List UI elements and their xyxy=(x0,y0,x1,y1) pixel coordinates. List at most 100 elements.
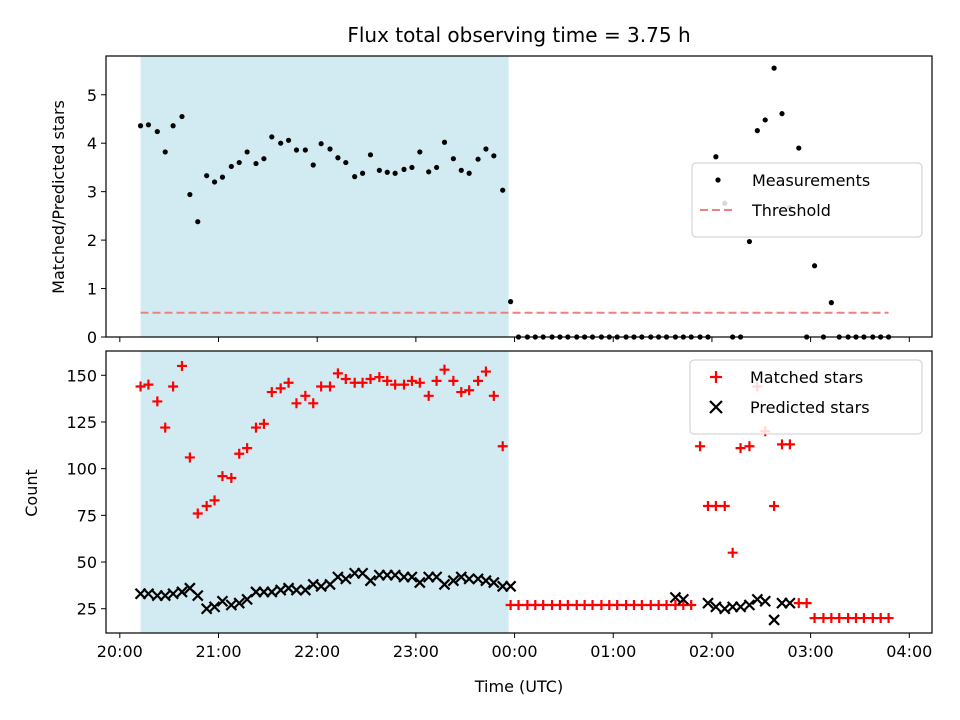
bottom-matched-stars-point xyxy=(587,599,598,610)
bottom-predicted-stars-point xyxy=(743,599,756,611)
bottom-matched-stars-point xyxy=(431,375,442,386)
bottom-matched-stars-point xyxy=(858,613,869,624)
bottom-predicted-stars-point xyxy=(208,601,221,613)
top-measurements-point xyxy=(302,147,308,153)
bottom-matched-stars-point xyxy=(562,599,573,610)
top-measurements-point xyxy=(244,149,250,155)
bottom-matched-stars-point xyxy=(357,377,368,388)
top-measurements-point xyxy=(828,300,834,306)
bottom-predicted-stars-point xyxy=(142,588,155,600)
bottom-matched-stars-point xyxy=(464,385,475,396)
bottom-matched-stars-point xyxy=(661,599,672,610)
x-tick-label: 01:00 xyxy=(590,642,636,661)
bottom-y-tick-label: 150 xyxy=(66,366,97,385)
top-panel-y-axis-label: Matched/Predicted stars xyxy=(49,100,68,294)
bottom-predicted-stars-point xyxy=(504,580,517,593)
x-tick-label: 22:00 xyxy=(294,642,340,661)
bottom-matched-stars-point xyxy=(283,377,294,388)
bottom-matched-stars-point xyxy=(497,441,508,452)
bottom-matched-stars-point xyxy=(184,452,195,463)
top-measurements-point xyxy=(327,146,333,152)
bottom-matched-stars-point xyxy=(160,422,171,433)
bottom-predicted-stars-point xyxy=(216,595,229,608)
x-tick-label: 21:00 xyxy=(195,642,241,661)
bottom-predicted-stars-point xyxy=(438,578,451,591)
bottom-matched-stars-point xyxy=(399,379,410,390)
bottom-predicted-stars-point xyxy=(167,588,179,600)
bottom-panel: 20:00 21:00 22:00 23:00 00:00 01:00 02:00 03:00… xyxy=(66,350,933,661)
top-measurements-point xyxy=(491,153,497,159)
bottom-predicted-stars-point xyxy=(233,597,246,609)
top-measurements-point xyxy=(236,159,242,166)
bottom-legend-label: Predicted stars xyxy=(750,398,870,417)
bottom-predicted-stars-point xyxy=(759,595,771,608)
bottom-predicted-stars-point xyxy=(463,573,475,585)
bottom-matched-stars-point xyxy=(217,471,228,482)
top-measurements-point xyxy=(211,179,218,185)
bottom-matched-stars-point xyxy=(234,448,245,459)
top-measurements-point xyxy=(426,169,432,175)
top-measurements-point xyxy=(433,164,440,171)
top-measurements-point xyxy=(376,167,382,173)
bottom-matched-stars-point xyxy=(316,381,327,392)
bottom-predicted-stars-point xyxy=(677,593,690,606)
top-measurements-point xyxy=(204,173,210,179)
bottom-predicted-stars-point xyxy=(414,576,426,589)
bottom-matched-stars-point xyxy=(201,501,212,512)
bottom-y-tick-label: 50 xyxy=(77,553,97,572)
bottom-predicted-stars-point xyxy=(768,614,780,626)
bottom-predicted-stars-point xyxy=(702,597,714,609)
bottom-matched-stars-point xyxy=(275,383,286,394)
top-measurements-point xyxy=(713,154,719,160)
bottom-matched-stars-point xyxy=(226,472,237,483)
top-y-tick-label: 1 xyxy=(87,280,97,299)
bottom-matched-stars-point xyxy=(809,613,820,624)
top-measurements-point xyxy=(310,162,316,168)
top-axes-frame xyxy=(105,55,933,338)
bottom-matched-stars-point xyxy=(325,381,336,392)
bottom-predicted-stars-point xyxy=(315,580,327,593)
top-legend-label: Measurements xyxy=(752,171,870,190)
bottom-matched-stars-point xyxy=(883,613,894,624)
top-measurements-point xyxy=(392,170,398,176)
top-y-tick-label: 4 xyxy=(87,134,97,153)
top-measurements-point xyxy=(137,123,144,129)
top-measurements-point xyxy=(318,141,324,147)
bottom-y-tick-label: 25 xyxy=(77,600,97,619)
bottom-matched-stars-point xyxy=(242,443,253,454)
top-measurements-point xyxy=(401,166,407,172)
bottom-matched-stars-point xyxy=(636,599,647,610)
top-measurements-point xyxy=(343,159,349,166)
top-measurements-point xyxy=(367,152,374,158)
top-measurements-point xyxy=(450,156,456,162)
top-measurements-point xyxy=(335,155,341,161)
top-measurements-point xyxy=(261,156,267,162)
x-tick-label: 00:00 xyxy=(492,642,538,661)
bottom-matched-stars-point xyxy=(374,372,385,383)
top-measurements-point xyxy=(779,111,785,117)
x-tick-label: 03:00 xyxy=(788,642,834,661)
bottom-predicted-stars-point xyxy=(406,571,418,583)
top-measurements-point xyxy=(746,238,753,245)
bottom-matched-stars-point xyxy=(340,374,351,385)
top-measurements-point xyxy=(754,128,760,134)
bottom-matched-stars-point xyxy=(192,508,203,519)
bottom-matched-stars-point xyxy=(251,422,262,433)
top-y-tick-label: 3 xyxy=(87,183,97,202)
top-measurements-point xyxy=(475,156,481,162)
bottom-matched-stars-point xyxy=(488,390,499,401)
bottom-legend-box xyxy=(689,359,923,435)
bottom-matched-stars-point xyxy=(365,374,376,385)
bottom-matched-stars-point xyxy=(135,381,146,392)
bottom-matched-stars-point xyxy=(291,398,302,409)
top-measurements-point xyxy=(500,187,506,193)
bottom-matched-stars-point xyxy=(612,599,623,610)
x-tick-label: 04:00 xyxy=(886,642,932,661)
bottom-matched-stars-point xyxy=(258,418,269,429)
bottom-matched-stars-point xyxy=(784,439,795,450)
top-legend-box xyxy=(691,162,923,238)
bottom-matched-stars-point xyxy=(300,390,311,401)
bottom-matched-stars-point xyxy=(456,387,467,398)
